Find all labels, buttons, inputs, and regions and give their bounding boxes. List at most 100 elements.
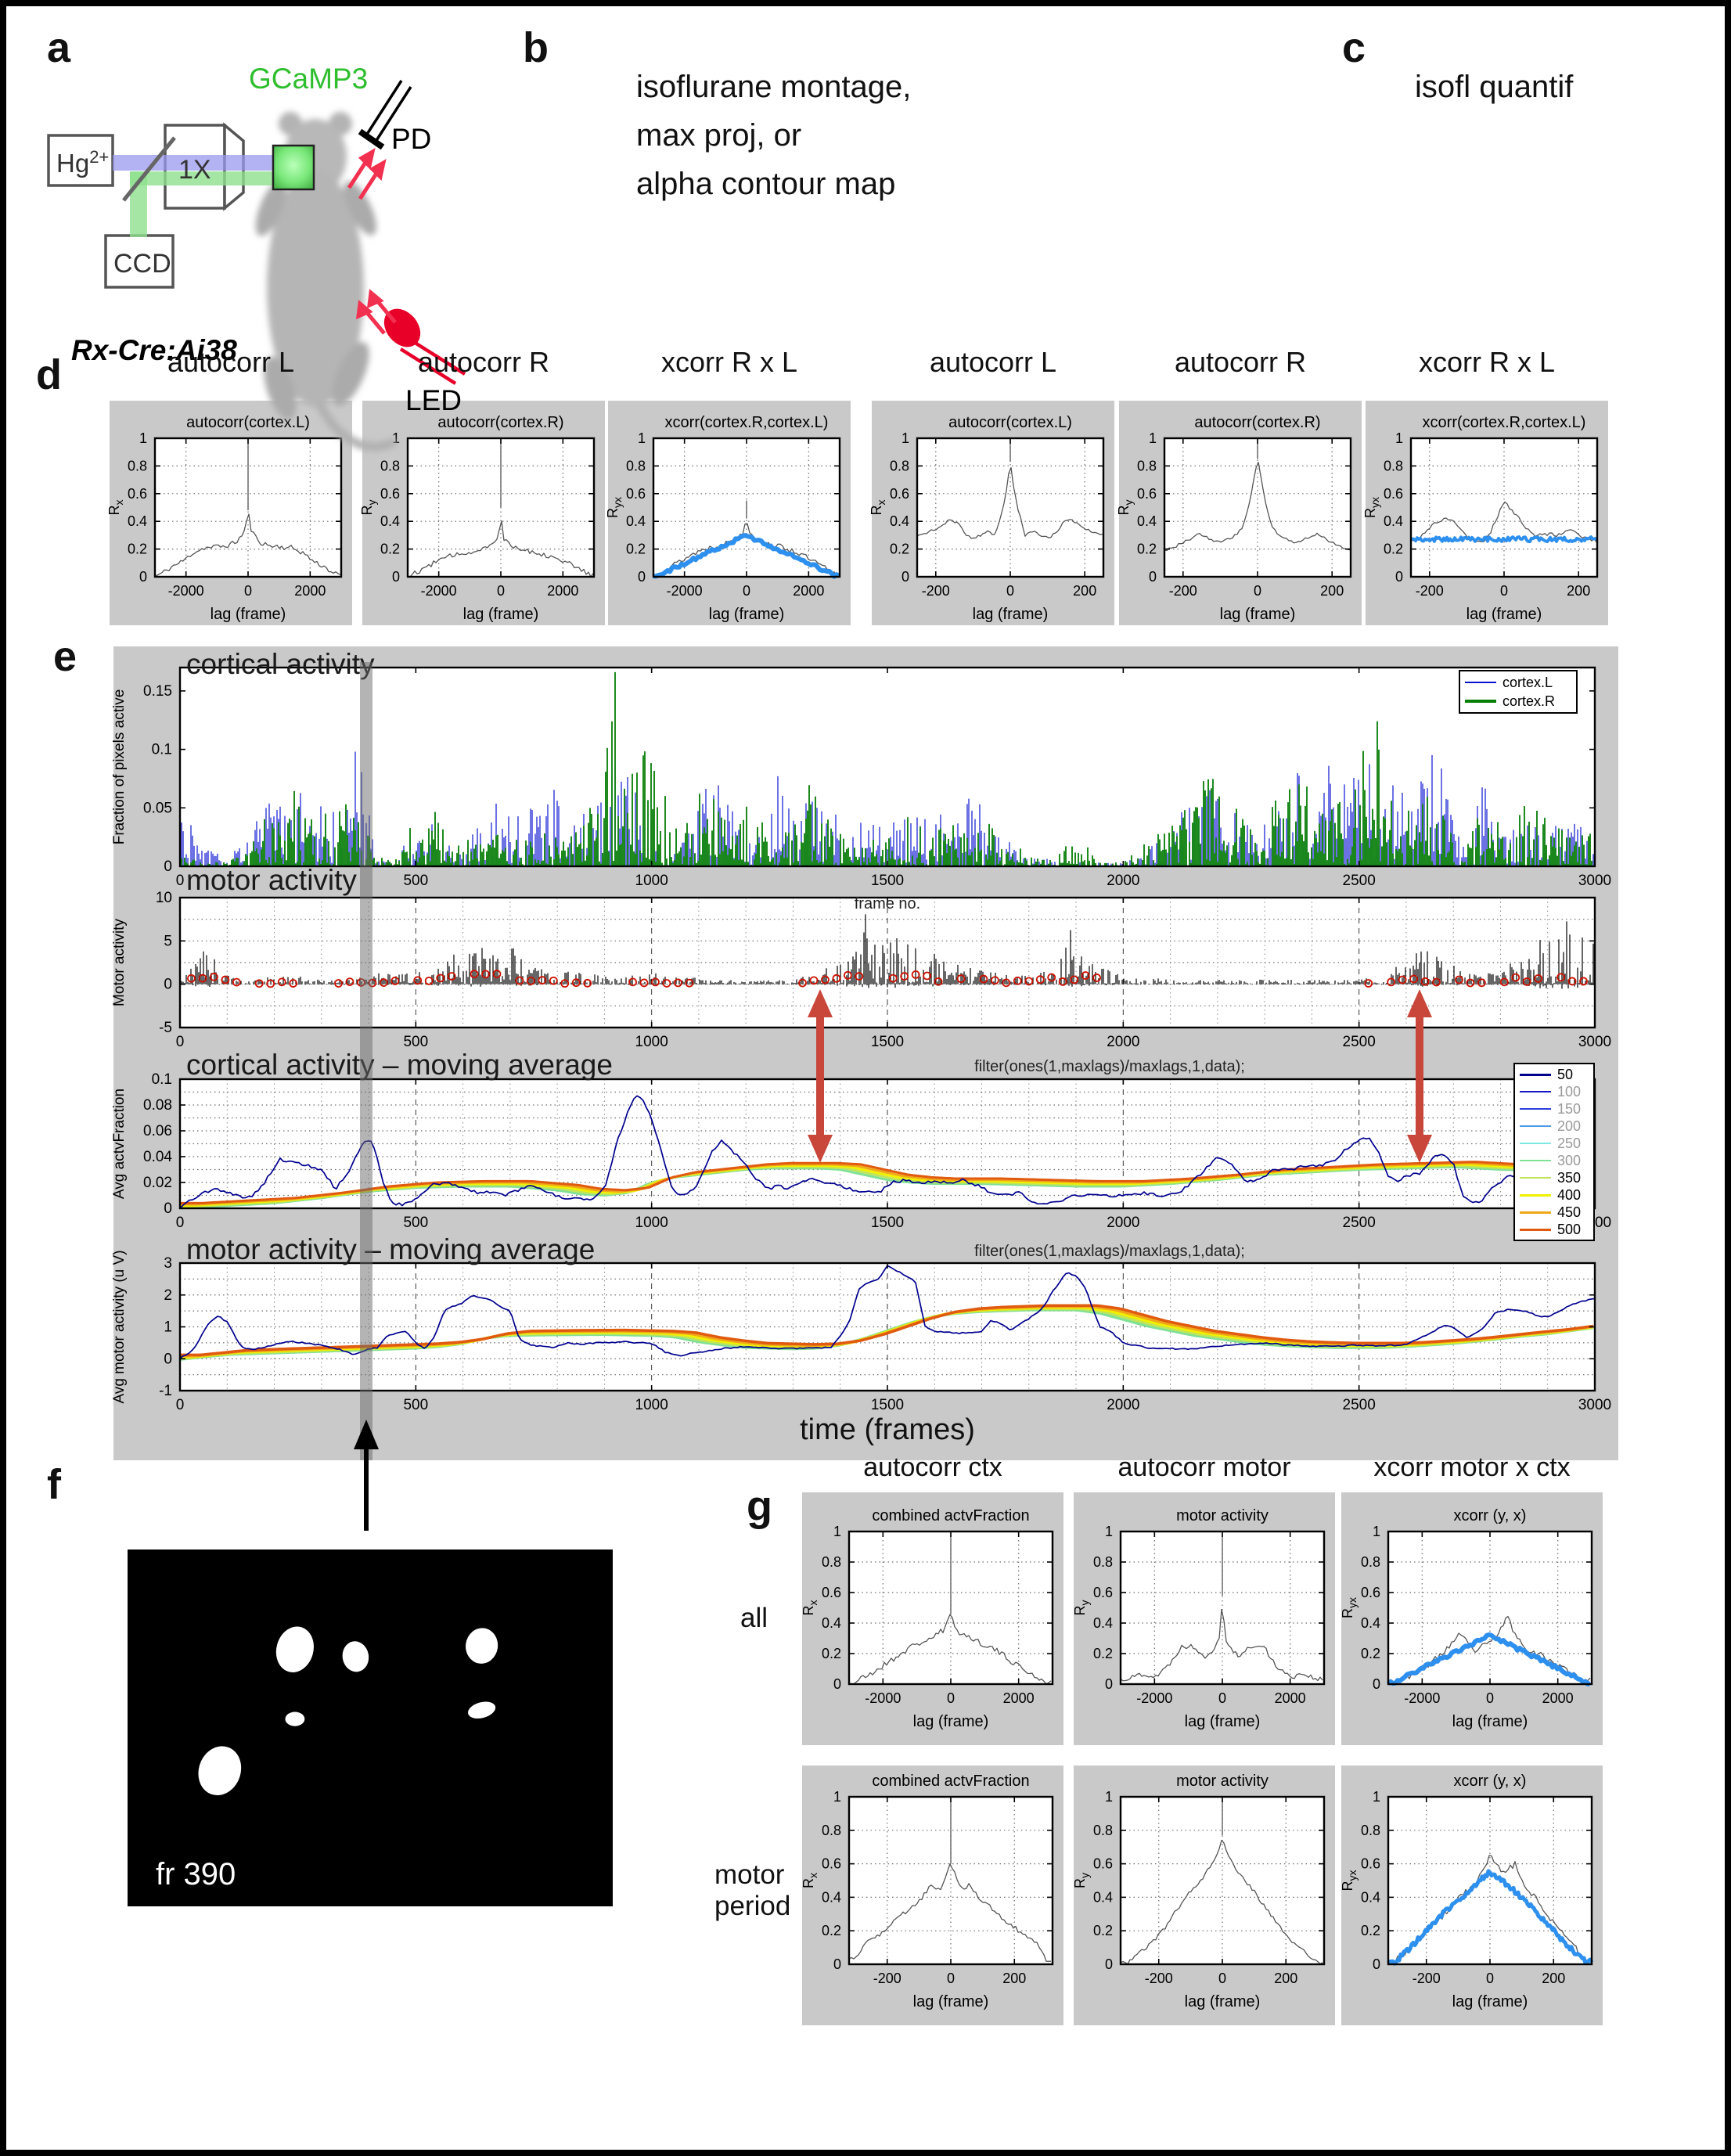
plot-e3: 0 500 1000 1500 2000 2500 300000.020.040.060.0… [111,1071,1611,1231]
svg-text:Ry: Ry [1072,1600,1091,1616]
panel-b-line2: max proj, or [636,118,802,153]
legend-label: 350 [1557,1169,1582,1186]
svg-text:-200: -200 [873,1971,901,1986]
svg-text:lag (frame): lag (frame) [973,606,1049,623]
svg-text:-200: -200 [1416,583,1444,599]
binary-activity-frame: fr 390 [128,1550,613,1906]
objective-label: 1X [178,155,211,185]
svg-text:0.2: 0.2 [822,1923,841,1938]
legend-line-sample [1520,1160,1551,1161]
svg-text:2000: 2000 [547,583,578,599]
svg-text:lag (frame): lag (frame) [1466,606,1542,623]
svg-text:0.8: 0.8 [1361,1823,1380,1838]
svg-text:lag (frame): lag (frame) [211,606,286,623]
svg-text:2500: 2500 [1343,873,1376,889]
frame-number-label: fr 390 [156,1857,236,1891]
svg-text:1: 1 [1395,430,1403,446]
svg-text:0: 0 [1395,569,1403,585]
g-title-xcorr-motor-ctx: xcorr motor x ctx [1373,1452,1571,1482]
svg-text:3000: 3000 [1578,1034,1611,1050]
panel-a-letter: a [47,24,71,71]
svg-text:0: 0 [164,1351,172,1367]
svg-text:lag (frame): lag (frame) [1220,606,1296,623]
svg-text:200: 200 [1002,1971,1026,1986]
svg-text:0: 0 [164,858,172,875]
svg-text:0: 0 [1006,583,1014,599]
svg-text:0: 0 [833,1956,841,1972]
svg-text:Avg actvFraction: Avg actvFraction [111,1089,128,1199]
svg-text:0.4: 0.4 [380,513,400,529]
svg-text:0: 0 [176,1034,185,1050]
svg-text:0.2: 0.2 [1361,1923,1380,1938]
svg-text:0: 0 [947,1971,955,1986]
panel-b-letter: b [523,24,549,71]
svg-text:0.2: 0.2 [1361,1646,1380,1661]
svg-text:0.2: 0.2 [1093,1923,1113,1938]
svg-text:Avg motor activity (u V): Avg motor activity (u V) [111,1250,128,1403]
legend-label: 50 [1557,1066,1574,1082]
legend-label: 400 [1557,1186,1582,1203]
svg-text:0: 0 [1218,1971,1226,1986]
mouse-line-label: Rx-Cre:Ai38 [71,334,237,366]
svg-text:0.2: 0.2 [128,542,147,557]
svg-text:2000: 2000 [1107,873,1139,889]
svg-text:-2000: -2000 [667,583,703,599]
ccd-label: CCD [113,249,171,279]
svg-text:lag (frame): lag (frame) [1452,1993,1528,2010]
svg-text:0.08: 0.08 [143,1097,172,1114]
svg-text:500: 500 [403,873,428,889]
frame-390-highlight-band [360,662,372,1460]
svg-text:0.2: 0.2 [1384,542,1403,557]
legend-line-sample [1520,1073,1551,1076]
svg-text:1500: 1500 [871,1215,904,1231]
e-title-motor: motor activity [186,864,357,896]
svg-text:0: 0 [164,1200,172,1217]
plot-dL3: -2000 0 2000 0 0.2 0.4 0.6 0.8 1 xcorr(cortex.R,c… [605,414,841,623]
svg-text:0: 0 [1373,1956,1380,1972]
svg-text:Ryx: Ryx [1362,497,1381,518]
svg-text:-200: -200 [1169,583,1197,599]
svg-text:-2000: -2000 [1404,1690,1440,1706]
svg-text:Rx: Rx [801,1600,819,1616]
svg-text:0: 0 [176,873,185,889]
cortex-legend: cortex.L cortex.R [1459,670,1578,714]
svg-text:1: 1 [833,1524,841,1539]
legend-line-sample [1465,700,1496,703]
svg-text:autocorr(cortex.R): autocorr(cortex.R) [437,414,563,431]
svg-text:2000: 2000 [294,583,326,599]
ccd-camera-box [104,234,175,289]
svg-text:0.8: 0.8 [380,458,400,473]
svg-text:Motor activity: Motor activity [111,919,128,1006]
legend-label: 150 [1557,1100,1582,1117]
svg-text:lag (frame): lag (frame) [1185,1993,1261,2010]
svg-text:2500: 2500 [1343,1034,1376,1050]
svg-text:0: 0 [244,583,252,599]
svg-text:0.6: 0.6 [380,486,400,502]
legend-line-sample [1520,1125,1551,1127]
svg-text:1: 1 [638,430,646,446]
svg-text:Ry: Ry [1072,1873,1091,1888]
legend-label: 450 [1557,1204,1582,1220]
svg-text:0.04: 0.04 [143,1149,172,1165]
svg-text:0: 0 [1218,1690,1226,1706]
pd-signal-arrows [347,148,387,200]
svg-text:0: 0 [1105,1956,1113,1972]
svg-text:0.4: 0.4 [1361,1615,1380,1631]
svg-text:2000: 2000 [1003,1690,1035,1706]
svg-text:0.8: 0.8 [1093,1823,1113,1838]
svg-text:lag (frame): lag (frame) [463,606,539,623]
svg-text:0.6: 0.6 [1093,1585,1113,1600]
svg-text:0.4: 0.4 [822,1615,841,1631]
svg-text:0.4: 0.4 [1137,513,1157,529]
hg-lamp-label: Hg2+ [56,147,109,178]
plot-dR2: -200 0 200 0 0.2 0.4 0.6 0.8 1 autocorr(cortex.R)… [1116,414,1352,623]
svg-text:-2000: -2000 [1136,1690,1172,1706]
excitation-beam [113,155,276,171]
svg-text:0.8: 0.8 [822,1823,841,1838]
svg-text:lag (frame): lag (frame) [709,606,785,623]
d-title-xcorr-short: xcorr R x L [1418,346,1556,378]
d-title-autocorr-R-short: autocorr R [1174,346,1307,378]
svg-text:1000: 1000 [635,873,668,889]
svg-text:Ry: Ry [359,500,378,516]
